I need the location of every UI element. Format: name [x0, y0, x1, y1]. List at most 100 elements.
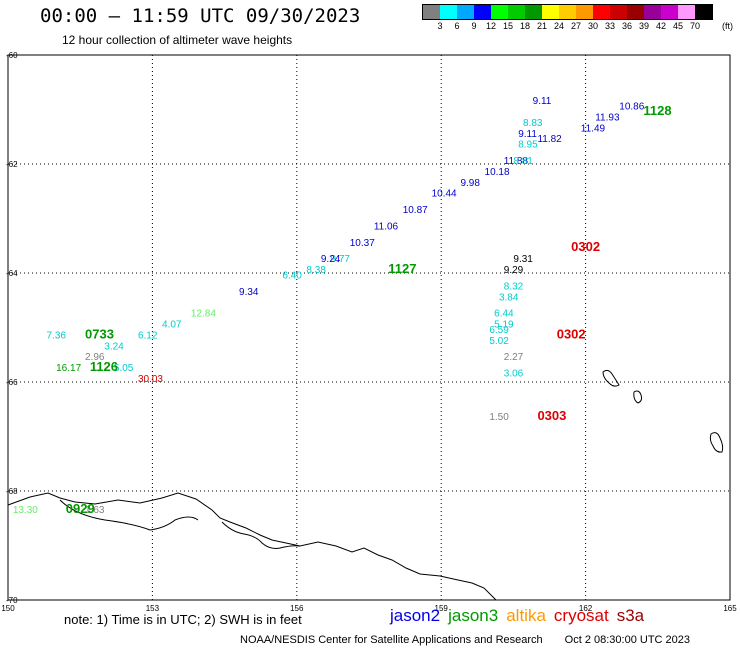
color-scale-legend: (ft) 3 6 9 12 15 18 21 24 27 30 33 36 39 42 45 70 [422, 4, 733, 34]
legend-tick-label: 18 [519, 21, 531, 31]
satellite-legend: jason2 jason3 altika cryosat s3a [390, 606, 652, 626]
credit-text: NOAA/NESDIS Center for Satellite Applica… [240, 634, 543, 646]
legend-swatch-9 [576, 5, 593, 19]
wave-height-value: 10.37 [350, 238, 375, 249]
satellite-s3a: s3a [616, 606, 645, 625]
legend-swatches [422, 4, 713, 20]
lat-tick-label: -66 [6, 378, 18, 387]
wave-height-value: 2.27 [504, 352, 524, 363]
wave-height-value: 10.44 [432, 189, 457, 200]
satellite-cryosat: cryosat [553, 606, 609, 625]
legend-swatch-11 [610, 5, 627, 19]
lon-tick-label: 153 [146, 604, 160, 613]
legend-swatch-4 [491, 5, 508, 19]
wave-height-value: 9.77 [330, 254, 350, 265]
wave-height-value: 9.11 [533, 96, 552, 107]
wave-height-value: 9.11 [518, 129, 537, 140]
wave-height-value: 3.24 [104, 341, 124, 352]
map-subtitle: 12 hour collection of altimeter wave hei… [62, 33, 293, 47]
legend-swatch-16 [695, 5, 712, 19]
legend-tick-label: 15 [502, 21, 514, 31]
legend-tick-label: 9 [471, 21, 477, 31]
lat-tick-label: -62 [6, 160, 18, 169]
wave-height-value: 9.34 [239, 287, 259, 298]
pass-time-label: 0302 [571, 239, 600, 254]
wave-height-value: 1.63 [85, 505, 105, 516]
wave-height-value: 8.95 [518, 140, 538, 151]
satellite-altika: altika [506, 606, 546, 625]
legend-tick-label: 24 [553, 21, 565, 31]
legend-tick-label: 3 [437, 21, 443, 31]
coastline-mainland [7, 492, 497, 601]
lat-tick-label: -68 [6, 487, 18, 496]
wave-height-value: 7.36 [47, 330, 67, 341]
footnote: note: 1) Time is in UTC; 2) SWH is in fe… [64, 612, 302, 627]
legend-tick-label: 42 [655, 21, 667, 31]
wave-height-value: 2.96 [85, 352, 105, 363]
lat-tick-label: -70 [6, 596, 18, 605]
wave-height-value: 30.03 [138, 374, 163, 385]
legend-tick-label: 12 [485, 21, 497, 31]
wave-height-value: 13.30 [13, 505, 38, 516]
wave-height-value: 6.40 [282, 270, 302, 281]
lat-tick-label: -64 [6, 269, 18, 278]
lat-tick-label: -60 [6, 51, 18, 60]
legend-swatch-6 [525, 5, 542, 19]
wave-height-value: 1.50 [489, 412, 509, 423]
coastline-inlet [59, 499, 199, 531]
wave-height-value: 6.59 [489, 325, 509, 336]
map-frame [7, 54, 731, 601]
wave-height-value: 11.88 [504, 156, 529, 167]
island-outline [602, 369, 620, 387]
pass-time-label: 0302 [557, 326, 586, 341]
legend-swatch-10 [593, 5, 610, 19]
wave-height-value: 8.83 [523, 118, 543, 129]
legend-swatch-3 [474, 5, 491, 19]
wave-height-value: 6.44 [494, 309, 514, 320]
legend-tick-label: 36 [621, 21, 633, 31]
legend-tick-label: 6 [454, 21, 460, 31]
lon-tick-label: 150 [1, 604, 15, 613]
wave-height-value: 8.38 [306, 265, 326, 276]
pass-time-label: 1127 [388, 261, 416, 276]
pass-time-label: 1128 [643, 103, 671, 118]
wave-height-value: 11.06 [374, 221, 399, 232]
legend-swatch-5 [508, 5, 525, 19]
lon-tick-label: 165 [723, 604, 737, 613]
pass-time-label: 1126 [90, 359, 118, 374]
wave-height-value: 3.06 [504, 369, 524, 380]
wave-height-value: 10.18 [485, 167, 510, 178]
credit-line: NOAA/NESDIS Center for Satellite Applica… [240, 634, 690, 646]
wave-height-value: 4.07 [162, 320, 182, 331]
legend-tick-label: 33 [604, 21, 616, 31]
wave-height-value: 12.84 [191, 309, 216, 320]
legend-swatch-12 [627, 5, 644, 19]
legend-tick-label: 21 [536, 21, 548, 31]
wave-height-value: 9.24 [321, 254, 341, 265]
legend-tick-label: 70 [689, 21, 701, 31]
wave-height-value: 9.31 [513, 254, 533, 265]
legend-tick-label: 45 [672, 21, 684, 31]
map-title: 00:00 – 11:59 UTC 09/30/2023 [40, 5, 361, 27]
wave-height-value: 11.93 [595, 112, 620, 123]
generated-timestamp: Oct 2 08:30:00 UTC 2023 [564, 634, 691, 646]
legend-swatch-8 [559, 5, 576, 19]
wave-height-value: 9.29 [504, 265, 524, 276]
lon-tick-label: 156 [290, 604, 304, 613]
legend-swatch-13 [644, 5, 661, 19]
legend-swatch-15 [678, 5, 695, 19]
legend-swatch-7 [542, 5, 559, 19]
wave-height-value: 9.98 [460, 178, 480, 189]
wave-height-value: 5.02 [489, 336, 509, 347]
wave-height-value: 3.84 [499, 292, 519, 303]
legend-tick-label: 30 [587, 21, 599, 31]
wave-height-value: 6.12 [138, 330, 158, 341]
pass-time-label: 0929 [66, 501, 95, 516]
legend-swatch-14 [661, 5, 678, 19]
wave-height-value: 5.19 [494, 320, 514, 331]
satellite-jason2: jason2 [390, 606, 441, 625]
legend-tick-label: 27 [570, 21, 582, 31]
pass-time-label: 0733 [85, 326, 114, 341]
pass-time-label: 0303 [537, 408, 566, 423]
